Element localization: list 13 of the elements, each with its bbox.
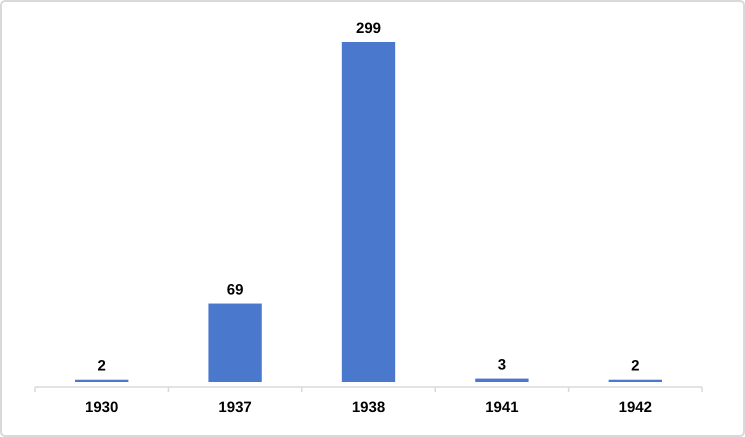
data-label: 69 <box>226 282 244 299</box>
x-tick-label: 1938 <box>352 399 386 416</box>
x-tick-label: 1942 <box>618 399 652 416</box>
x-tick-label: 1930 <box>85 399 118 416</box>
bar <box>208 304 262 382</box>
bar <box>342 42 396 382</box>
data-label: 3 <box>498 356 506 374</box>
bar <box>475 378 529 382</box>
x-tick-label: 1937 <box>218 399 252 416</box>
x-tick-label: 1941 <box>485 399 519 416</box>
data-label: 2 <box>631 358 640 375</box>
data-label: 2 <box>98 358 106 375</box>
data-label: 299 <box>356 20 382 37</box>
